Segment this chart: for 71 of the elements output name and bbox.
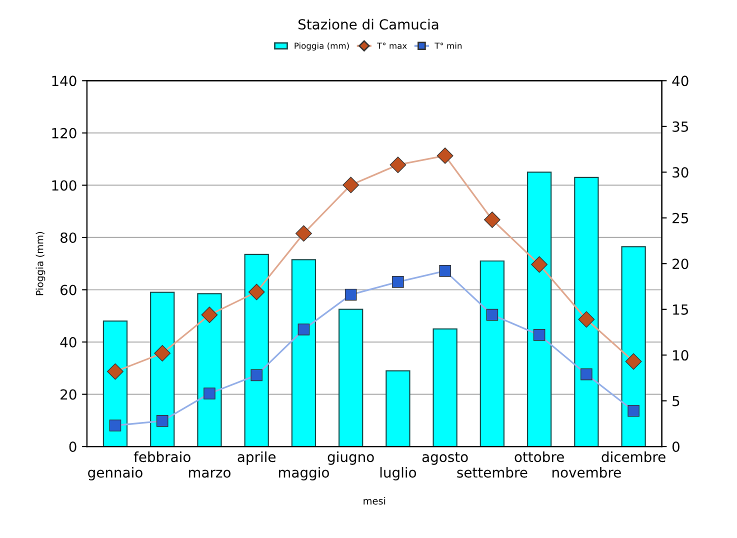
- y-tick-label: 100: [52, 180, 76, 191]
- x-tick-label: giugno: [328, 451, 374, 465]
- point: [204, 388, 216, 400]
- bar: [338, 308, 364, 447]
- point: [154, 345, 171, 362]
- point: [531, 256, 548, 273]
- x-tick-label: aprile: [238, 451, 276, 465]
- x-tick-label: ottobre: [514, 451, 564, 462]
- point: [628, 404, 640, 417]
- y-tick-label: 120: [52, 128, 76, 138]
- x-tick-label: gennaio: [88, 466, 142, 480]
- bar: [197, 293, 222, 447]
- y2-tick-label: 0: [672, 442, 680, 452]
- point: [533, 329, 546, 341]
- y-tick-label: 60: [60, 284, 76, 296]
- x-tick-label: dicembre: [602, 451, 666, 462]
- y-tick-label: 80: [60, 232, 76, 243]
- point: [107, 363, 124, 380]
- y-axis-title: Pioggia (mm): [36, 232, 46, 296]
- x-tick-label: novembre: [552, 466, 621, 478]
- y-tick-label: 140: [52, 76, 76, 86]
- point: [156, 415, 168, 427]
- bar: [244, 254, 269, 447]
- point: [109, 420, 122, 432]
- y2-tick-label: 5: [672, 396, 680, 406]
- point: [298, 324, 310, 336]
- y2-tick-label: 30: [672, 167, 688, 178]
- point: [486, 308, 498, 321]
- bar: [526, 172, 552, 447]
- bar: [574, 176, 599, 447]
- point: [439, 265, 451, 277]
- legend-label: T° min: [434, 42, 462, 49]
- bar: [386, 370, 410, 447]
- bar: [150, 292, 175, 447]
- bar: [480, 260, 505, 447]
- point: [578, 311, 595, 328]
- point: [296, 225, 312, 242]
- x-tick-label: maggio: [278, 466, 329, 480]
- y-tick-label: 20: [60, 389, 76, 400]
- y2-tick-label: 25: [672, 212, 688, 224]
- x-tick-label: agosto: [422, 452, 468, 465]
- point: [248, 284, 265, 300]
- bar: [432, 328, 458, 447]
- x-tick-label: luglio: [380, 466, 416, 480]
- point: [436, 147, 454, 164]
- bar: [621, 246, 646, 447]
- y-tick-label: 0: [69, 442, 76, 452]
- bar: [102, 320, 128, 447]
- point: [625, 353, 642, 370]
- bar: [291, 259, 316, 447]
- y-tick-label: 40: [60, 336, 76, 348]
- point: [201, 306, 218, 324]
- point: [390, 156, 406, 174]
- legend-label: Pioggia (mm): [294, 42, 349, 51]
- x-tick-label: settembre: [457, 466, 528, 478]
- legend-label: T° max: [377, 42, 407, 49]
- chart-title: Stazione di Camucia: [298, 18, 438, 30]
- point: [342, 176, 360, 194]
- y2-tick-label: 10: [673, 350, 688, 361]
- y2-tick-label: 20: [672, 258, 688, 270]
- point: [392, 276, 404, 288]
- x-tick-label: marzo: [188, 470, 230, 478]
- y2-tick-label: 15: [673, 304, 688, 315]
- y2-tick-label: 35: [672, 121, 688, 132]
- x-tick-label: febbraio: [134, 451, 190, 462]
- x-axis-title: mesi: [364, 497, 386, 505]
- point: [484, 212, 500, 228]
- point: [250, 369, 263, 382]
- point: [344, 288, 357, 301]
- point: [580, 368, 592, 380]
- y2-tick-label: 40: [672, 76, 688, 86]
